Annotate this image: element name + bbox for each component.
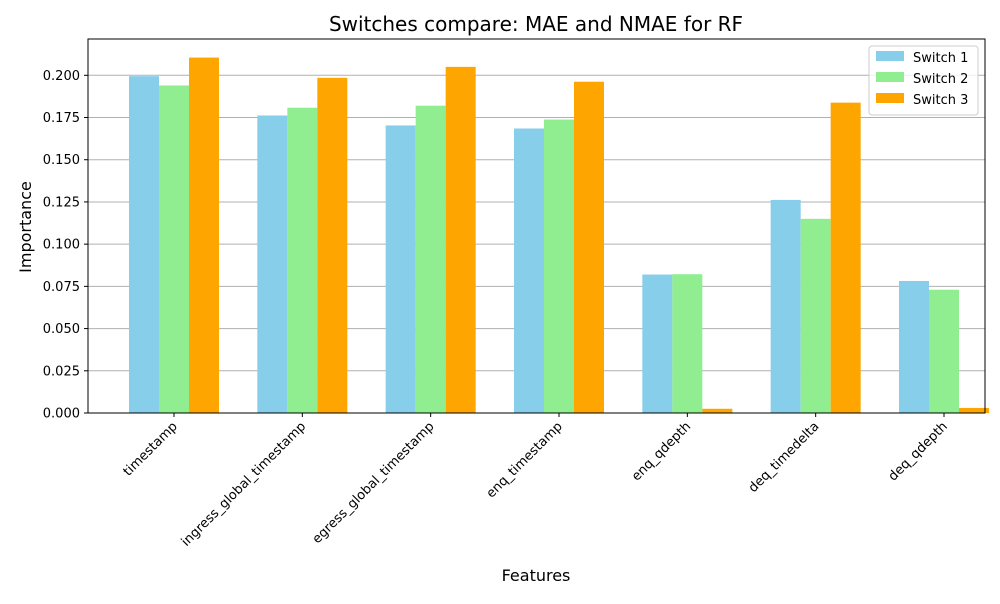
y-tick-label: 0.125 — [43, 195, 80, 210]
x-tick-label: ingress_global_timestamp — [179, 419, 309, 549]
plot-frame — [87, 38, 986, 414]
x-tick-label: timestamp — [121, 419, 181, 479]
bar-switch-2-ingress_global_timestamp — [287, 107, 318, 414]
y-tick-label: 0.200 — [43, 69, 80, 84]
bar-switch-1-enq_qdepth — [642, 274, 673, 413]
bar-switch-1-deq_qdepth — [899, 280, 929, 413]
bar-switch-1-deq_timedelta — [770, 199, 801, 413]
bar-switch-1-enq_timestamp — [514, 128, 544, 413]
y-tick-label: 0.050 — [43, 322, 80, 337]
x-axis-label: Features — [502, 566, 571, 585]
bar-switch-3-timestamp — [189, 57, 219, 413]
bar-switch-1-egress_global_timestamp — [385, 125, 416, 413]
bar-switch-1-ingress_global_timestamp — [257, 115, 288, 413]
x-tick-label: deq_timedelta — [746, 419, 823, 496]
legend-swatch-switch-2 — [876, 72, 904, 82]
bar-switch-2-enq_qdepth — [672, 274, 703, 413]
legend: Switch 1 Switch 2 Switch 3 — [868, 45, 979, 116]
bar-switch-3-deq_qdepth — [959, 407, 989, 413]
y-tick-label: 0.175 — [43, 111, 80, 126]
bar-switch-2-deq_timedelta — [800, 218, 831, 413]
y-axis-ticks: 0.000 0.025 0.050 0.075 0.100 0.125 0.150 0.175… — [43, 69, 88, 422]
legend-swatch-switch-1 — [876, 51, 904, 61]
bar-switch-3-enq_timestamp — [574, 81, 604, 413]
legend-swatch-switch-3 — [876, 93, 904, 103]
x-tick-label: enq_qdepth — [629, 419, 694, 484]
bar-switch-3-deq_timedelta — [830, 102, 861, 414]
y-axis-label: Importance — [16, 181, 35, 273]
chart-title: Switches compare: MAE and NMAE for RF — [329, 12, 743, 36]
bar-switch-2-enq_timestamp — [544, 119, 574, 413]
x-tick-label: egress_global_timestamp — [310, 419, 438, 547]
y-tick-label: 0.150 — [43, 153, 80, 168]
bars — [129, 57, 989, 414]
bar-switch-3-enq_qdepth — [702, 408, 733, 413]
legend-label-switch-2: Switch 2 — [913, 72, 968, 87]
bar-switch-2-timestamp — [159, 85, 189, 413]
y-tick-label: 0.100 — [43, 238, 80, 253]
legend-label-switch-1: Switch 1 — [913, 51, 968, 66]
bar-switch-3-egress_global_timestamp — [445, 66, 476, 413]
bar-switch-2-egress_global_timestamp — [415, 105, 446, 414]
legend-label-switch-3: Switch 3 — [913, 93, 968, 108]
bar-switch-3-ingress_global_timestamp — [317, 77, 348, 414]
bar-switch-2-deq_qdepth — [929, 289, 959, 413]
y-tick-label: 0.075 — [43, 280, 80, 295]
y-tick-label: 0.000 — [43, 407, 80, 422]
y-tick-label: 0.025 — [43, 364, 80, 379]
bar-switch-1-timestamp — [129, 76, 159, 413]
x-tick-label: deq_qdepth — [886, 419, 951, 484]
x-tick-label: enq_timestamp — [484, 419, 566, 501]
